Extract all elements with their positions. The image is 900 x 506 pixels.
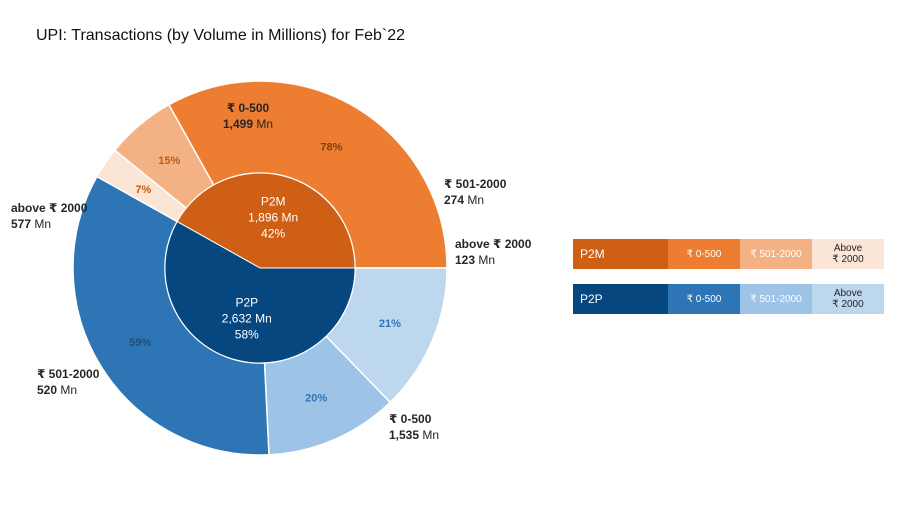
outer-value-3: 1,535 Mn (389, 428, 439, 442)
inner-value-p2p: 2,632 Mn (222, 312, 272, 326)
outer-value-2: 123 Mn (455, 253, 495, 267)
legend-p2m-0-500: ₹ 0-500 (668, 239, 740, 269)
outer-pct-5: 21% (379, 318, 401, 330)
legend-p2p-0-500: ₹ 0-500 (668, 284, 740, 314)
outer-label-0: ₹ 0-500 (227, 101, 270, 115)
outer-value-1: 274 Mn (444, 193, 484, 207)
inner-slice-p2p (164, 220, 356, 364)
legend-p2p-501-2000: ₹ 501-2000 (740, 284, 812, 314)
legend-p2p-above-line2: ₹ 2000 (832, 299, 864, 310)
legend-p2p-above-line1: Above (833, 288, 863, 299)
outer-value-0: 1,499 Mn (223, 117, 273, 131)
outer-label-3: ₹ 0-500 (389, 412, 432, 426)
outer-value-4: 520 Mn (37, 383, 77, 397)
inner-value-p2m: 1,896 Mn (248, 210, 298, 224)
outer-value-5: 577 Mn (11, 217, 51, 231)
outer-pct-3: 59% (129, 337, 151, 349)
inner-label-p2p: P2P (235, 296, 258, 310)
legend-p2p: P2P ₹ 0-500 ₹ 501-2000 Above ₹ 2000 (573, 284, 884, 314)
inner-slice-p2m (176, 172, 356, 269)
outer-label-4: ₹ 501-2000 (37, 367, 100, 381)
inner-pct-p2m: 42% (261, 226, 285, 240)
legend-p2m-above-line2: ₹ 2000 (832, 254, 864, 265)
outer-label-5: above ₹ 2000 (11, 201, 88, 215)
legend-p2p-above-2000: Above ₹ 2000 (812, 284, 884, 314)
outer-pct-4: 20% (305, 392, 327, 404)
outer-pct-1: 15% (158, 155, 180, 167)
legend-p2m: P2M ₹ 0-500 ₹ 501-2000 Above ₹ 2000 (573, 239, 884, 269)
legend-p2m-above-line1: Above (833, 243, 863, 254)
legend-p2m-head: P2M (573, 239, 668, 269)
legend-p2m-501-2000: ₹ 501-2000 (740, 239, 812, 269)
legend-p2p-head: P2P (573, 284, 668, 314)
outer-pct-2: 7% (135, 184, 151, 196)
inner-label-p2m: P2M (261, 194, 286, 208)
outer-pct-0: 78% (320, 141, 342, 153)
chart-title: UPI: Transactions (by Volume in Millions… (36, 27, 406, 44)
inner-pct-p2p: 58% (235, 328, 259, 342)
outer-label-1: ₹ 501-2000 (444, 177, 507, 191)
legend-p2m-above-2000: Above ₹ 2000 (812, 239, 884, 269)
outer-label-2: above ₹ 2000 (455, 237, 532, 251)
